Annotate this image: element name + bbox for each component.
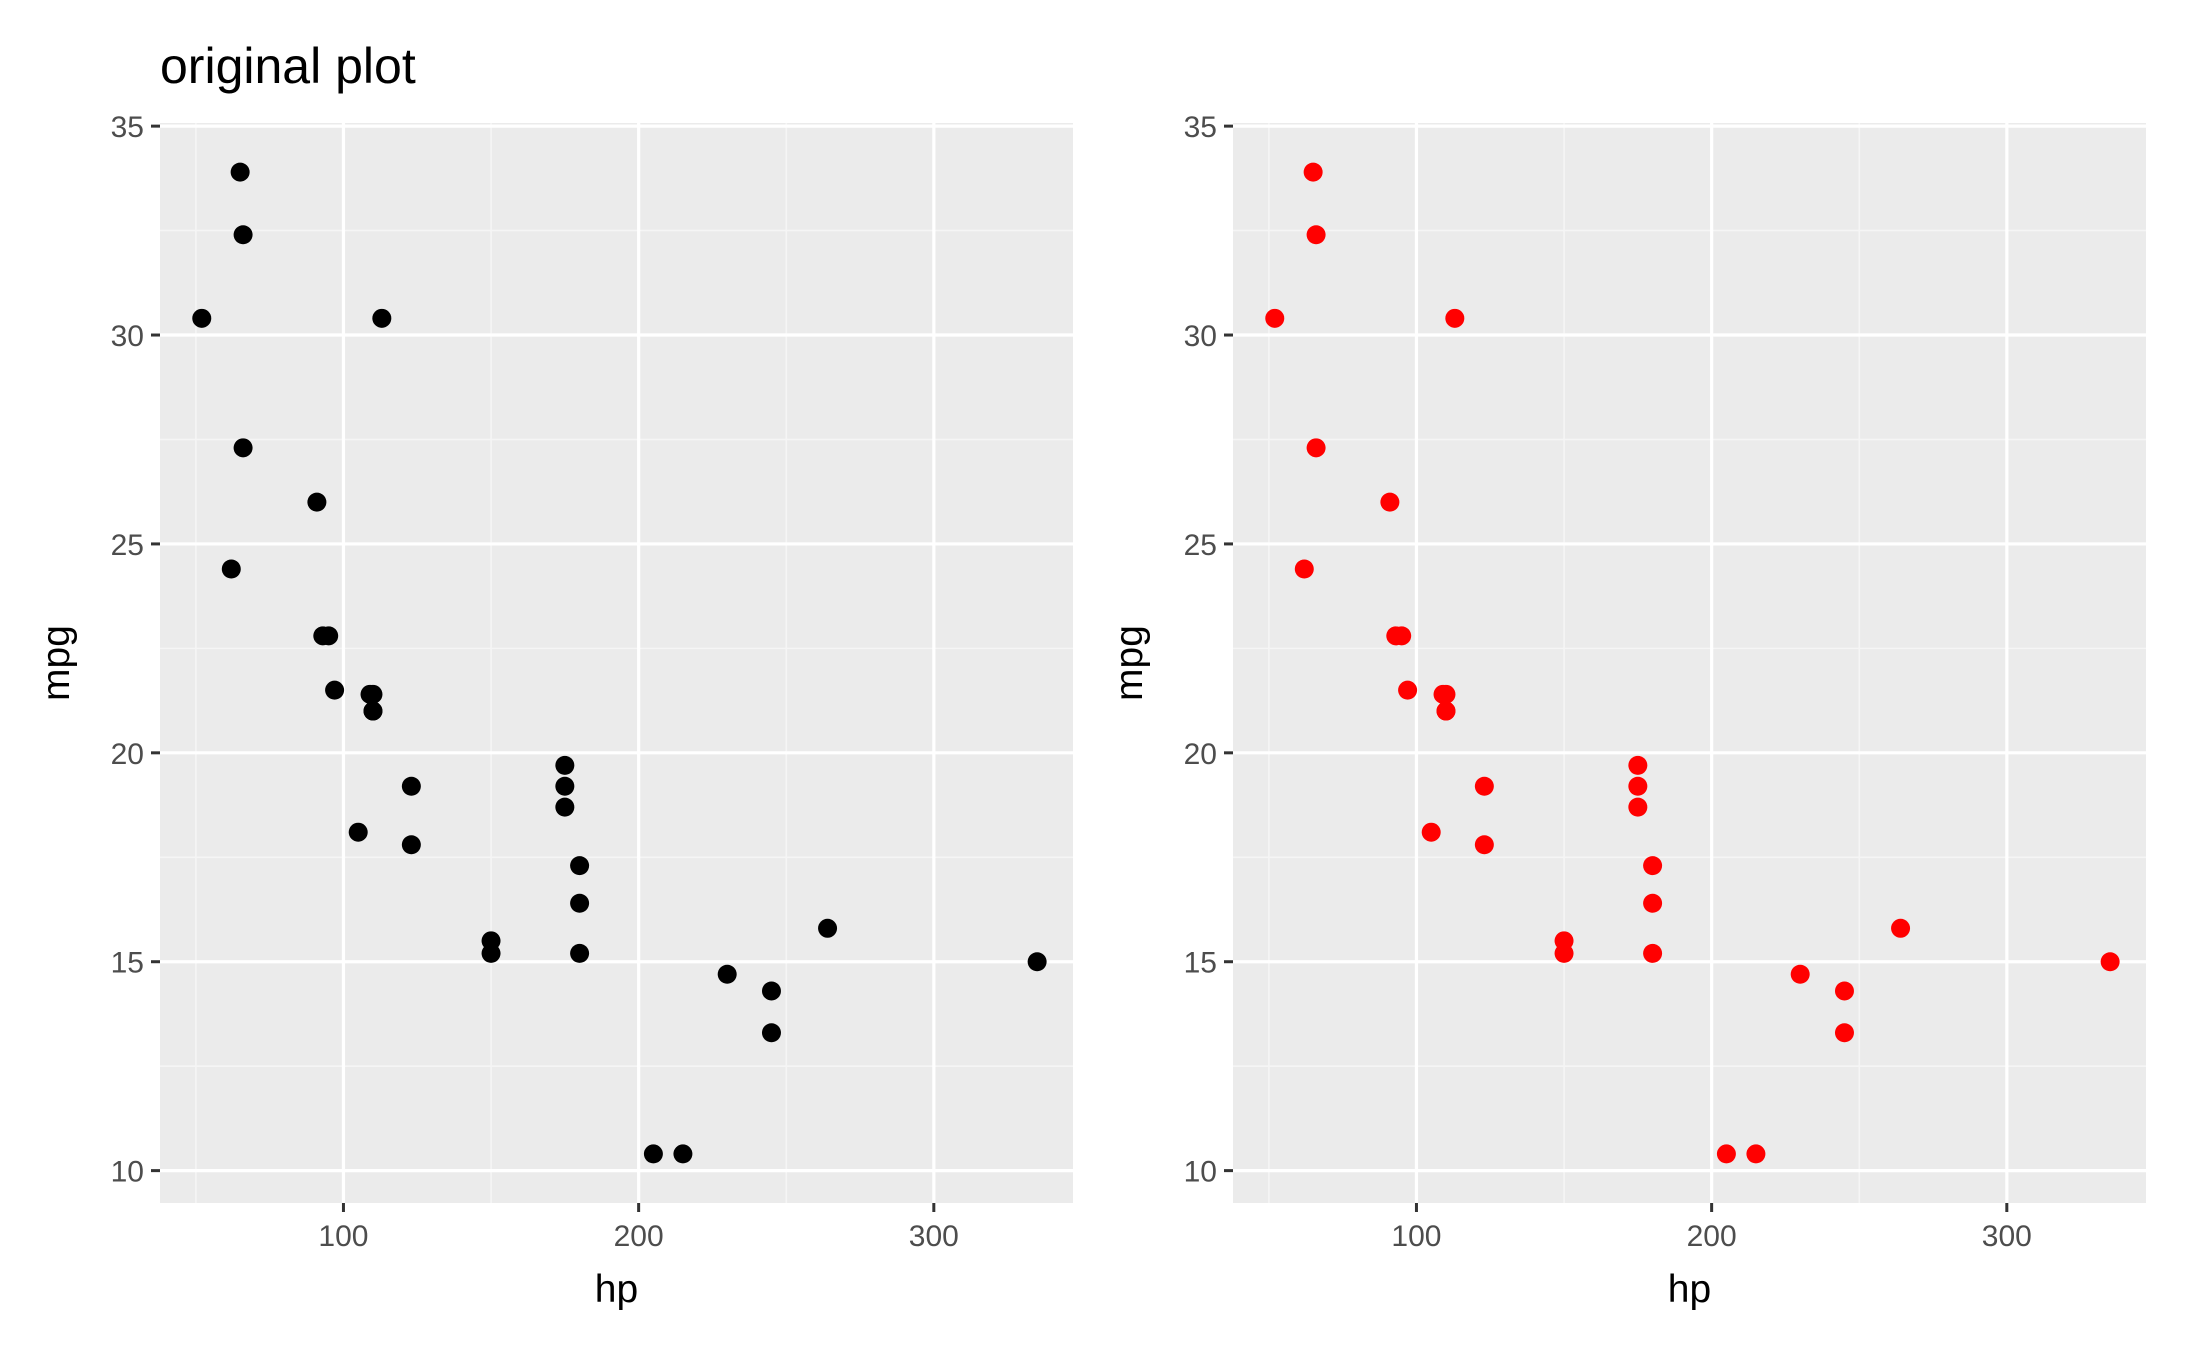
scatter-point bbox=[363, 701, 383, 721]
scatter-point bbox=[761, 1023, 781, 1043]
scatter-point bbox=[221, 559, 241, 579]
x-axis-title: hp bbox=[595, 1268, 638, 1311]
scatter-point bbox=[481, 943, 501, 963]
scatter-point bbox=[570, 856, 590, 876]
scatter-point bbox=[555, 755, 575, 775]
scatter-point bbox=[1436, 701, 1456, 721]
y-tick-label: 15 bbox=[1184, 947, 1217, 980]
scatter-point bbox=[1834, 981, 1854, 1001]
scatter-point bbox=[1303, 162, 1323, 182]
scatter-point bbox=[1554, 943, 1574, 963]
y-tick-label: 25 bbox=[111, 529, 144, 562]
y-tick-label: 10 bbox=[1184, 1156, 1217, 1189]
y-tick-label: 35 bbox=[1184, 111, 1217, 144]
scatter-point bbox=[1716, 1144, 1736, 1164]
scatter-point bbox=[570, 943, 590, 963]
scatter-point bbox=[643, 1144, 663, 1164]
scatter-point bbox=[1628, 776, 1648, 796]
right-scatter-panel: 10 15 20 25 30 35 100 200 300 hp mpg bbox=[1108, 111, 2146, 1311]
y-tick-label: 20 bbox=[1184, 738, 1217, 771]
x-tick-label: 300 bbox=[1982, 1220, 2032, 1253]
y-tick-label: 35 bbox=[111, 111, 144, 144]
y-tick-label: 25 bbox=[1184, 529, 1217, 562]
y-tick-label: 20 bbox=[111, 738, 144, 771]
scatter-point bbox=[2100, 952, 2120, 972]
y-axis-title: mpg bbox=[35, 625, 78, 701]
scatter-point bbox=[818, 918, 838, 938]
scatter-point bbox=[230, 162, 250, 182]
scatter-point bbox=[1306, 438, 1326, 458]
scatter-point bbox=[761, 981, 781, 1001]
scatter-point bbox=[1891, 918, 1911, 938]
panel-background bbox=[160, 123, 1073, 1203]
y-tick-label: 30 bbox=[1184, 320, 1217, 353]
scatter-point bbox=[1790, 964, 1810, 984]
scatter-point bbox=[372, 308, 392, 328]
scatter-point bbox=[319, 626, 339, 646]
scatter-point bbox=[360, 684, 380, 704]
scatter-point bbox=[1027, 952, 1047, 972]
scatter-point bbox=[192, 308, 212, 328]
scatter-point bbox=[1628, 755, 1648, 775]
scatter-points-right bbox=[1265, 162, 2120, 1164]
plot-area-left bbox=[160, 123, 1073, 1203]
x-axis-title: hp bbox=[1668, 1268, 1711, 1311]
x-tick-label: 100 bbox=[1391, 1220, 1441, 1253]
scatter-point bbox=[348, 822, 368, 842]
plot-area-right bbox=[1233, 123, 2146, 1203]
scatter-point bbox=[1392, 626, 1412, 646]
x-tick-label: 100 bbox=[318, 1220, 368, 1253]
scatter-point bbox=[1643, 893, 1663, 913]
scatter-point bbox=[673, 1144, 693, 1164]
y-tick-label: 30 bbox=[111, 320, 144, 353]
y-tick-label: 10 bbox=[111, 1156, 144, 1189]
scatter-point bbox=[1294, 559, 1314, 579]
scatter-point bbox=[325, 680, 345, 700]
y-tick-label: 15 bbox=[111, 947, 144, 980]
scatter-point bbox=[1265, 308, 1285, 328]
left-scatter-panel: original plot 10 15 20 25 30 35 100 200 300 hp mpg bbox=[35, 38, 1073, 1311]
y-axis-title: mpg bbox=[1108, 625, 1151, 701]
scatter-point bbox=[1474, 835, 1494, 855]
scatter-point bbox=[1398, 680, 1418, 700]
scatter-point bbox=[233, 225, 253, 245]
scatter-point bbox=[1474, 776, 1494, 796]
scatter-point bbox=[555, 797, 575, 817]
scatter-point bbox=[1643, 943, 1663, 963]
scatter-point bbox=[401, 776, 421, 796]
scatter-point bbox=[1445, 308, 1465, 328]
scatter-point bbox=[1433, 684, 1453, 704]
scatter-point bbox=[555, 776, 575, 796]
scatter-point bbox=[307, 492, 327, 512]
panel-background bbox=[1233, 123, 2146, 1203]
scatter-point bbox=[1746, 1144, 1766, 1164]
x-tick-label: 200 bbox=[614, 1220, 664, 1253]
scatter-point bbox=[233, 438, 253, 458]
scatter-points-left bbox=[192, 162, 1047, 1164]
scatter-point bbox=[1628, 797, 1648, 817]
scatter-point bbox=[401, 835, 421, 855]
plot-title-left: original plot bbox=[160, 38, 416, 94]
scatter-point bbox=[1306, 225, 1326, 245]
scatter-point bbox=[1643, 856, 1663, 876]
x-tick-label: 200 bbox=[1687, 1220, 1737, 1253]
scatter-point bbox=[1834, 1023, 1854, 1043]
scatter-point bbox=[1421, 822, 1441, 842]
scatter-point bbox=[1380, 492, 1400, 512]
x-tick-label: 300 bbox=[909, 1220, 959, 1253]
scatter-point bbox=[717, 964, 737, 984]
scatter-point bbox=[570, 893, 590, 913]
